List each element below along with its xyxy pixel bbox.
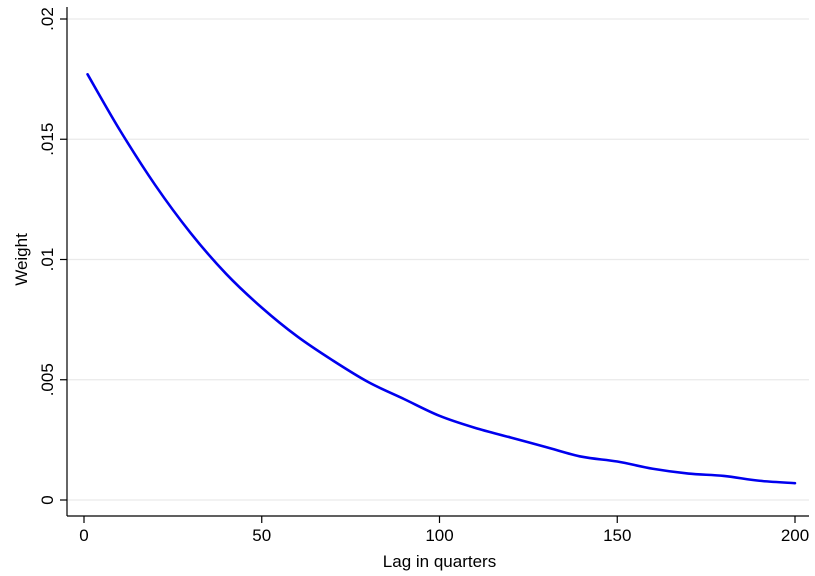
x-tick-label: 100 <box>425 526 453 545</box>
x-tick-label: 200 <box>781 526 809 545</box>
y-tick-label: .02 <box>38 7 57 31</box>
x-axis-title: Lag in quarters <box>383 552 496 571</box>
series-line-0 <box>86 73 797 485</box>
gridlines <box>67 18 809 501</box>
y-tick-label: .01 <box>38 248 57 272</box>
series-lines <box>86 73 797 485</box>
y-tick-label: 0 <box>38 495 57 504</box>
ticks: 0 .005 .01 .015 .02 0 50 100 150 200 <box>38 7 809 545</box>
x-tick-label: 150 <box>603 526 631 545</box>
y-axis-title: Weight <box>12 233 31 286</box>
x-tick-label: 0 <box>79 526 88 545</box>
x-tick-label: 50 <box>252 526 271 545</box>
y-tick-label: .005 <box>38 363 57 396</box>
axes <box>66 7 809 517</box>
y-tick-label: .015 <box>38 123 57 156</box>
